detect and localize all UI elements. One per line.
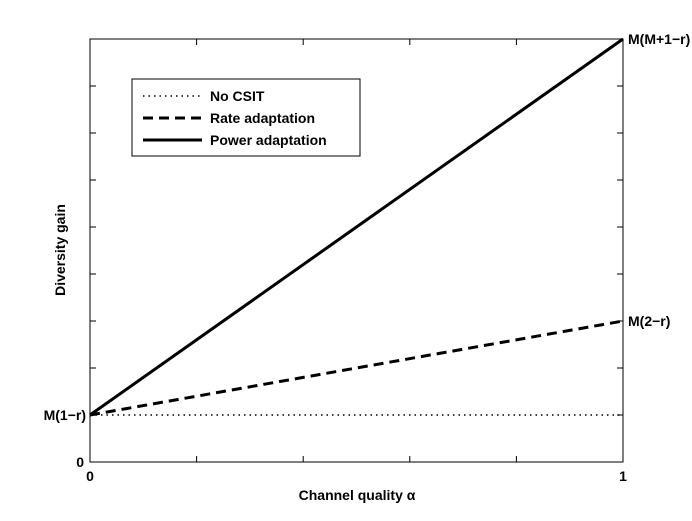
y-tick-label: 0	[76, 454, 84, 470]
plot-axes: 0 1 0	[76, 38, 627, 484]
x-axis-label: Channel quality α	[299, 487, 416, 503]
annotation-label: M(M+1−r)	[628, 31, 690, 47]
legend-label: No CSIT	[210, 88, 265, 104]
legend-label: Power adaptation	[210, 132, 327, 148]
series-line-solid	[89, 37, 624, 417]
plot-frame	[89, 38, 624, 463]
x-tick-label: 0	[86, 468, 94, 484]
series-layer	[89, 37, 624, 417]
legend-label: Rate adaptation	[210, 110, 315, 126]
legend-box	[131, 78, 361, 157]
annotation-label: M(2−r)	[628, 313, 670, 329]
y-axis-label: Diversity gain	[52, 204, 68, 296]
x-tick-label: 1	[619, 468, 627, 484]
annotation-label: M(1−r)	[44, 407, 86, 423]
series-line-dashed	[89, 319, 624, 417]
annotations-layer: M(1−r) M(2−r) M(M+1−r)	[44, 31, 691, 423]
legend: No CSIT Rate adaptation Power adaptation	[131, 78, 361, 157]
